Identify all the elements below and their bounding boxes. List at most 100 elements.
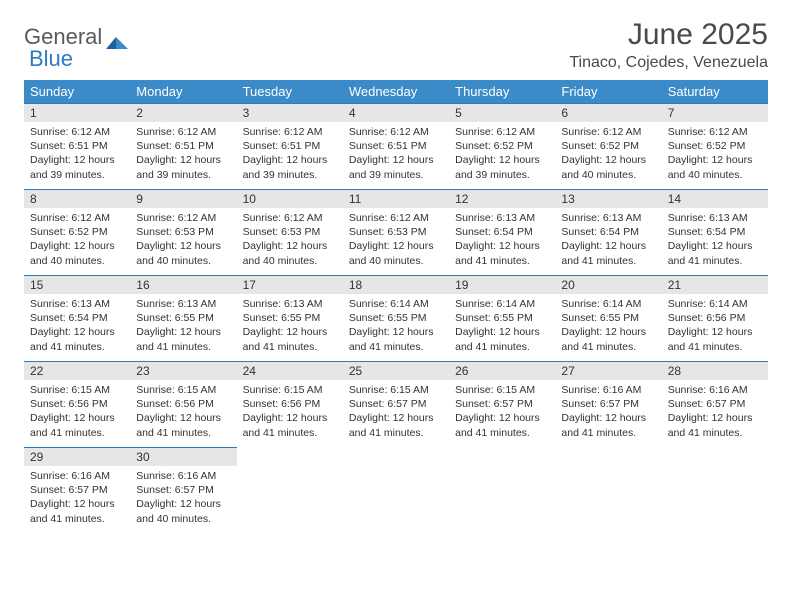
sunset-line: Sunset: 6:57 PM — [349, 397, 443, 411]
calendar-cell: 8Sunrise: 6:12 AMSunset: 6:52 PMDaylight… — [24, 189, 130, 275]
day-body: Sunrise: 6:14 AMSunset: 6:56 PMDaylight:… — [662, 294, 768, 360]
day-body: Sunrise: 6:12 AMSunset: 6:53 PMDaylight:… — [237, 208, 343, 274]
day-body: Sunrise: 6:14 AMSunset: 6:55 PMDaylight:… — [555, 294, 661, 360]
location: Tinaco, Cojedes, Venezuela — [569, 54, 768, 72]
day-number: 7 — [662, 103, 768, 122]
sunrise-line: Sunrise: 6:14 AM — [668, 297, 762, 311]
calendar-cell: 9Sunrise: 6:12 AMSunset: 6:53 PMDaylight… — [130, 189, 236, 275]
calendar-cell: 23Sunrise: 6:15 AMSunset: 6:56 PMDayligh… — [130, 361, 236, 447]
calendar-cell: 22Sunrise: 6:15 AMSunset: 6:56 PMDayligh… — [24, 361, 130, 447]
day-number: 9 — [130, 189, 236, 208]
sunset-line: Sunset: 6:53 PM — [243, 225, 337, 239]
sunset-line: Sunset: 6:57 PM — [561, 397, 655, 411]
sunrise-line: Sunrise: 6:15 AM — [243, 383, 337, 397]
daylight-line: Daylight: 12 hours and 41 minutes. — [668, 411, 762, 439]
sunset-line: Sunset: 6:56 PM — [243, 397, 337, 411]
calendar-cell: 6Sunrise: 6:12 AMSunset: 6:52 PMDaylight… — [555, 103, 661, 189]
calendar-cell: . — [449, 447, 555, 533]
sunrise-line: Sunrise: 6:14 AM — [349, 297, 443, 311]
day-number: 25 — [343, 361, 449, 380]
sunset-line: Sunset: 6:54 PM — [561, 225, 655, 239]
day-body: Sunrise: 6:16 AMSunset: 6:57 PMDaylight:… — [24, 466, 130, 532]
sunset-line: Sunset: 6:54 PM — [30, 311, 124, 325]
daylight-line: Daylight: 12 hours and 41 minutes. — [349, 325, 443, 353]
daylight-line: Daylight: 12 hours and 40 minutes. — [136, 497, 230, 525]
day-number: 5 — [449, 103, 555, 122]
calendar-cell: 12Sunrise: 6:13 AMSunset: 6:54 PMDayligh… — [449, 189, 555, 275]
daylight-line: Daylight: 12 hours and 40 minutes. — [668, 153, 762, 181]
day-body: Sunrise: 6:12 AMSunset: 6:52 PMDaylight:… — [555, 122, 661, 188]
day-body: Sunrise: 6:13 AMSunset: 6:54 PMDaylight:… — [555, 208, 661, 274]
daylight-line: Daylight: 12 hours and 39 minutes. — [349, 153, 443, 181]
sunset-line: Sunset: 6:55 PM — [243, 311, 337, 325]
calendar-cell: . — [555, 447, 661, 533]
day-number: 15 — [24, 275, 130, 294]
sunset-line: Sunset: 6:57 PM — [455, 397, 549, 411]
calendar-week-row: 1Sunrise: 6:12 AMSunset: 6:51 PMDaylight… — [24, 103, 768, 189]
day-number: 1 — [24, 103, 130, 122]
sunset-line: Sunset: 6:56 PM — [668, 311, 762, 325]
calendar-cell: 3Sunrise: 6:12 AMSunset: 6:51 PMDaylight… — [237, 103, 343, 189]
daylight-line: Daylight: 12 hours and 39 minutes. — [243, 153, 337, 181]
day-body: Sunrise: 6:16 AMSunset: 6:57 PMDaylight:… — [130, 466, 236, 532]
sunset-line: Sunset: 6:56 PM — [30, 397, 124, 411]
day-body: Sunrise: 6:15 AMSunset: 6:57 PMDaylight:… — [449, 380, 555, 446]
day-number: 16 — [130, 275, 236, 294]
day-number: 2 — [130, 103, 236, 122]
sunset-line: Sunset: 6:55 PM — [349, 311, 443, 325]
calendar-week-row: 22Sunrise: 6:15 AMSunset: 6:56 PMDayligh… — [24, 361, 768, 447]
sunrise-line: Sunrise: 6:14 AM — [455, 297, 549, 311]
sunset-line: Sunset: 6:52 PM — [30, 225, 124, 239]
day-body: Sunrise: 6:13 AMSunset: 6:54 PMDaylight:… — [662, 208, 768, 274]
day-number: 28 — [662, 361, 768, 380]
sunset-line: Sunset: 6:53 PM — [349, 225, 443, 239]
calendar-cell: 13Sunrise: 6:13 AMSunset: 6:54 PMDayligh… — [555, 189, 661, 275]
sunset-line: Sunset: 6:51 PM — [243, 139, 337, 153]
day-number: 27 — [555, 361, 661, 380]
calendar-cell: 2Sunrise: 6:12 AMSunset: 6:51 PMDaylight… — [130, 103, 236, 189]
weekday-header: Saturday — [662, 80, 768, 103]
weekday-header-row: Sunday Monday Tuesday Wednesday Thursday… — [24, 80, 768, 103]
daylight-line: Daylight: 12 hours and 41 minutes. — [668, 325, 762, 353]
calendar-cell: 26Sunrise: 6:15 AMSunset: 6:57 PMDayligh… — [449, 361, 555, 447]
sunrise-line: Sunrise: 6:16 AM — [561, 383, 655, 397]
daylight-line: Daylight: 12 hours and 41 minutes. — [243, 325, 337, 353]
sunrise-line: Sunrise: 6:13 AM — [668, 211, 762, 225]
sunrise-line: Sunrise: 6:13 AM — [561, 211, 655, 225]
day-body: Sunrise: 6:16 AMSunset: 6:57 PMDaylight:… — [555, 380, 661, 446]
sunrise-line: Sunrise: 6:15 AM — [30, 383, 124, 397]
daylight-line: Daylight: 12 hours and 41 minutes. — [30, 411, 124, 439]
weekday-header: Monday — [130, 80, 236, 103]
day-body: Sunrise: 6:15 AMSunset: 6:56 PMDaylight:… — [237, 380, 343, 446]
daylight-line: Daylight: 12 hours and 41 minutes. — [30, 325, 124, 353]
calendar-cell: 25Sunrise: 6:15 AMSunset: 6:57 PMDayligh… — [343, 361, 449, 447]
logo-mark-icon — [106, 29, 128, 45]
day-number: 17 — [237, 275, 343, 294]
calendar-cell: 14Sunrise: 6:13 AMSunset: 6:54 PMDayligh… — [662, 189, 768, 275]
weekday-header: Friday — [555, 80, 661, 103]
day-body: Sunrise: 6:12 AMSunset: 6:52 PMDaylight:… — [449, 122, 555, 188]
sunrise-line: Sunrise: 6:12 AM — [349, 211, 443, 225]
calendar-cell: 28Sunrise: 6:16 AMSunset: 6:57 PMDayligh… — [662, 361, 768, 447]
day-number: 20 — [555, 275, 661, 294]
sunrise-line: Sunrise: 6:16 AM — [668, 383, 762, 397]
calendar-cell: 10Sunrise: 6:12 AMSunset: 6:53 PMDayligh… — [237, 189, 343, 275]
day-body: Sunrise: 6:14 AMSunset: 6:55 PMDaylight:… — [343, 294, 449, 360]
day-number: 14 — [662, 189, 768, 208]
weekday-header: Wednesday — [343, 80, 449, 103]
sunset-line: Sunset: 6:57 PM — [30, 483, 124, 497]
sunrise-line: Sunrise: 6:12 AM — [455, 125, 549, 139]
daylight-line: Daylight: 12 hours and 41 minutes. — [136, 411, 230, 439]
sunrise-line: Sunrise: 6:13 AM — [243, 297, 337, 311]
calendar-cell: . — [662, 447, 768, 533]
sunrise-line: Sunrise: 6:12 AM — [349, 125, 443, 139]
day-number: 12 — [449, 189, 555, 208]
sunrise-line: Sunrise: 6:15 AM — [349, 383, 443, 397]
daylight-line: Daylight: 12 hours and 39 minutes. — [136, 153, 230, 181]
calendar-cell: 16Sunrise: 6:13 AMSunset: 6:55 PMDayligh… — [130, 275, 236, 361]
day-number: 19 — [449, 275, 555, 294]
calendar-cell: 20Sunrise: 6:14 AMSunset: 6:55 PMDayligh… — [555, 275, 661, 361]
day-number: 18 — [343, 275, 449, 294]
day-body: Sunrise: 6:15 AMSunset: 6:56 PMDaylight:… — [130, 380, 236, 446]
sunrise-line: Sunrise: 6:12 AM — [668, 125, 762, 139]
